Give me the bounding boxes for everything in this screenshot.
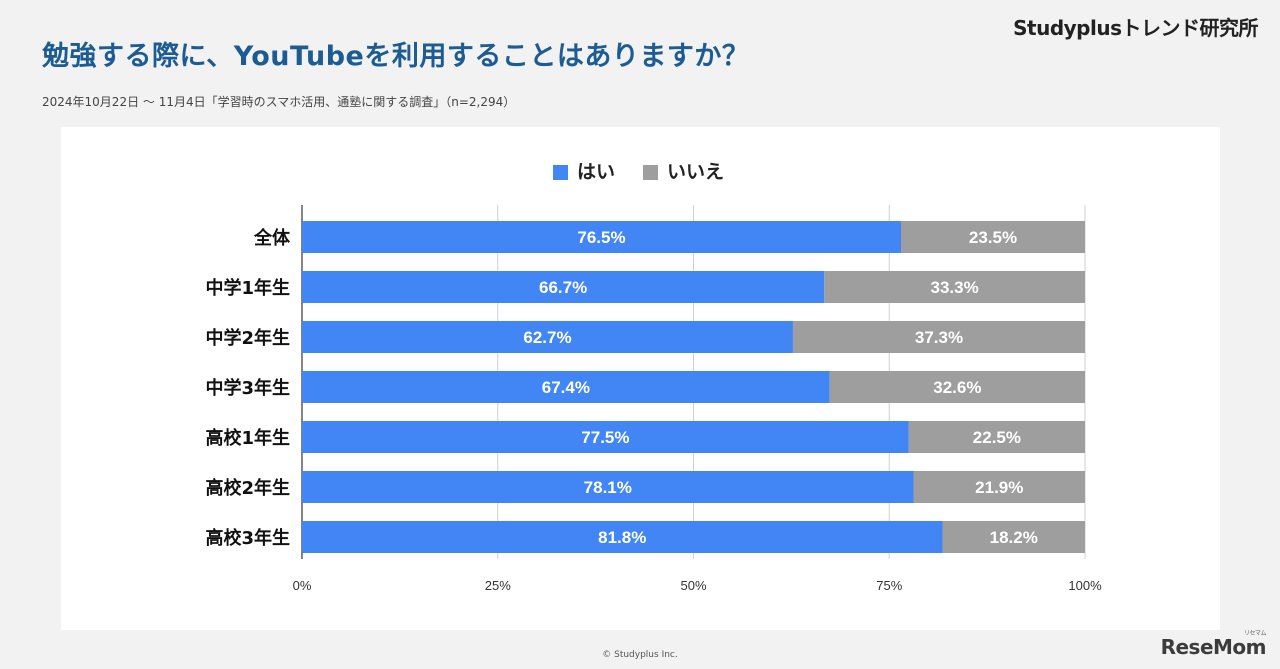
category-label: 中学2年生: [205, 327, 290, 349]
data-label: 77.5%: [581, 428, 629, 447]
data-label: 18.2%: [990, 528, 1038, 547]
chart-title: 勉強する際に、YouTubeを利用することはありますか？: [42, 41, 750, 72]
bar-no: [900, 221, 1085, 253]
data-label: 37.3%: [915, 328, 963, 347]
bar-yes: [302, 521, 943, 553]
survey-caption: 2024年10月22日 〜 11月4日「学習時のスマホ活用、通塾に関する調査」（…: [42, 95, 516, 109]
resemom-watermark: ReseMom リセマム: [1160, 630, 1267, 659]
chart-panel: 0% 25% 50% 75% 100% はい いいえ全体 76.5% 23.5% 中学1年生 66.…: [61, 127, 1220, 630]
bar-no: [913, 471, 1085, 503]
x-tick-label: 50%: [680, 578, 706, 593]
data-label: 21.9%: [975, 478, 1023, 497]
bar-yes: [302, 371, 830, 403]
bar-no: [829, 371, 1085, 403]
legend-swatch: [553, 165, 568, 180]
data-label: 32.6%: [933, 378, 981, 397]
x-tick-label: 0%: [293, 578, 312, 593]
x-tick-label: 25%: [485, 578, 511, 593]
legend-label: はい: [577, 161, 615, 183]
legend-swatch: [643, 165, 658, 180]
copyright-text: © Studyplus Inc.: [602, 650, 678, 660]
category-label: 高校1年生: [205, 427, 290, 449]
bar-no: [792, 321, 1085, 353]
category-label: 高校3年生: [205, 527, 290, 549]
x-tick-label: 100%: [1068, 578, 1102, 593]
category-label: 全体: [253, 227, 291, 249]
category-label: 中学3年生: [205, 377, 290, 399]
data-label: 67.4%: [542, 378, 590, 397]
bar-yes: [302, 271, 825, 303]
bar-yes: [302, 471, 914, 503]
bar-no: [942, 521, 1085, 553]
bar-yes: [302, 421, 909, 453]
data-label: 23.5%: [969, 228, 1017, 247]
data-label: 76.5%: [577, 228, 625, 247]
bar-yes: [302, 321, 793, 353]
data-label: 22.5%: [973, 428, 1021, 447]
data-label: 78.1%: [584, 478, 632, 497]
bar-yes: [302, 221, 901, 253]
bar-no: [908, 421, 1085, 453]
category-label: 中学1年生: [205, 277, 290, 299]
data-label: 81.8%: [598, 528, 646, 547]
data-label: 62.7%: [523, 328, 571, 347]
data-label: 33.3%: [931, 278, 979, 297]
watermark-kana: リセマム: [1243, 630, 1267, 637]
watermark-text: ReseMom: [1160, 635, 1267, 659]
data-label: 66.7%: [539, 278, 587, 297]
x-tick-label: 75%: [876, 578, 902, 593]
bar-no: [824, 271, 1085, 303]
legend-label: いいえ: [667, 161, 724, 183]
brand-logo: Studyplusトレンド研究所: [1013, 16, 1258, 40]
category-label: 高校2年生: [205, 477, 290, 499]
